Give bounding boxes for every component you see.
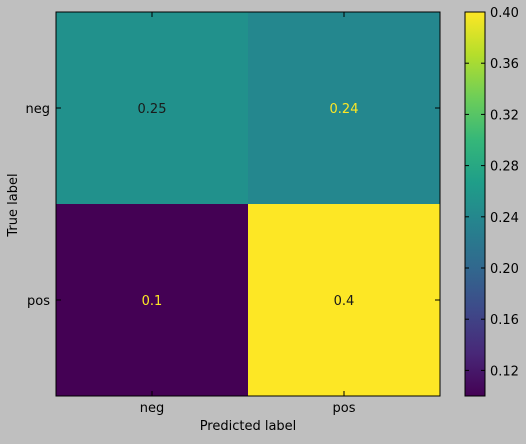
colorbar-tick-label: 0.40: [490, 6, 519, 21]
colorbar-tick-label: 0.36: [490, 57, 519, 72]
matrix-cell: [56, 204, 248, 396]
y-tick-label: pos: [27, 294, 50, 309]
colorbar: [464, 11, 486, 397]
cell-value-label: 0.24: [330, 102, 359, 117]
y-tick-label: neg: [26, 102, 51, 117]
colorbar-tick-label: 0.24: [490, 211, 519, 226]
colorbar-tick-label: 0.32: [490, 108, 519, 123]
cell-value-label: 0.25: [138, 102, 167, 117]
x-axis-label: Predicted label: [200, 419, 297, 434]
matrix-cell: [248, 12, 440, 204]
axes-layer: neg pos neg pos: [26, 11, 441, 416]
colorbar-tick-label: 0.28: [490, 160, 519, 175]
y-axis-label: True label: [6, 173, 21, 237]
cell-value-label: 0.4: [334, 294, 355, 309]
colorbar-tick-label: 0.16: [490, 313, 519, 328]
matrix-cell: [248, 204, 440, 396]
axes-frame: [55, 11, 441, 397]
cell-value-label: 0.1: [142, 294, 163, 309]
matrix-layer: 0.25 0.24 0.1 0.4: [56, 12, 440, 396]
x-tick-label: pos: [333, 401, 356, 416]
colorbar-tick-label: 0.12: [490, 364, 519, 379]
colorbar-tick-label: 0.20: [490, 262, 519, 277]
matrix-cell: [56, 12, 248, 204]
x-tick-label: neg: [140, 401, 165, 416]
colorbar-layer: 0.12 0.16 0.20 0.24 0.28 0.32 0.36 0.40: [464, 6, 519, 397]
